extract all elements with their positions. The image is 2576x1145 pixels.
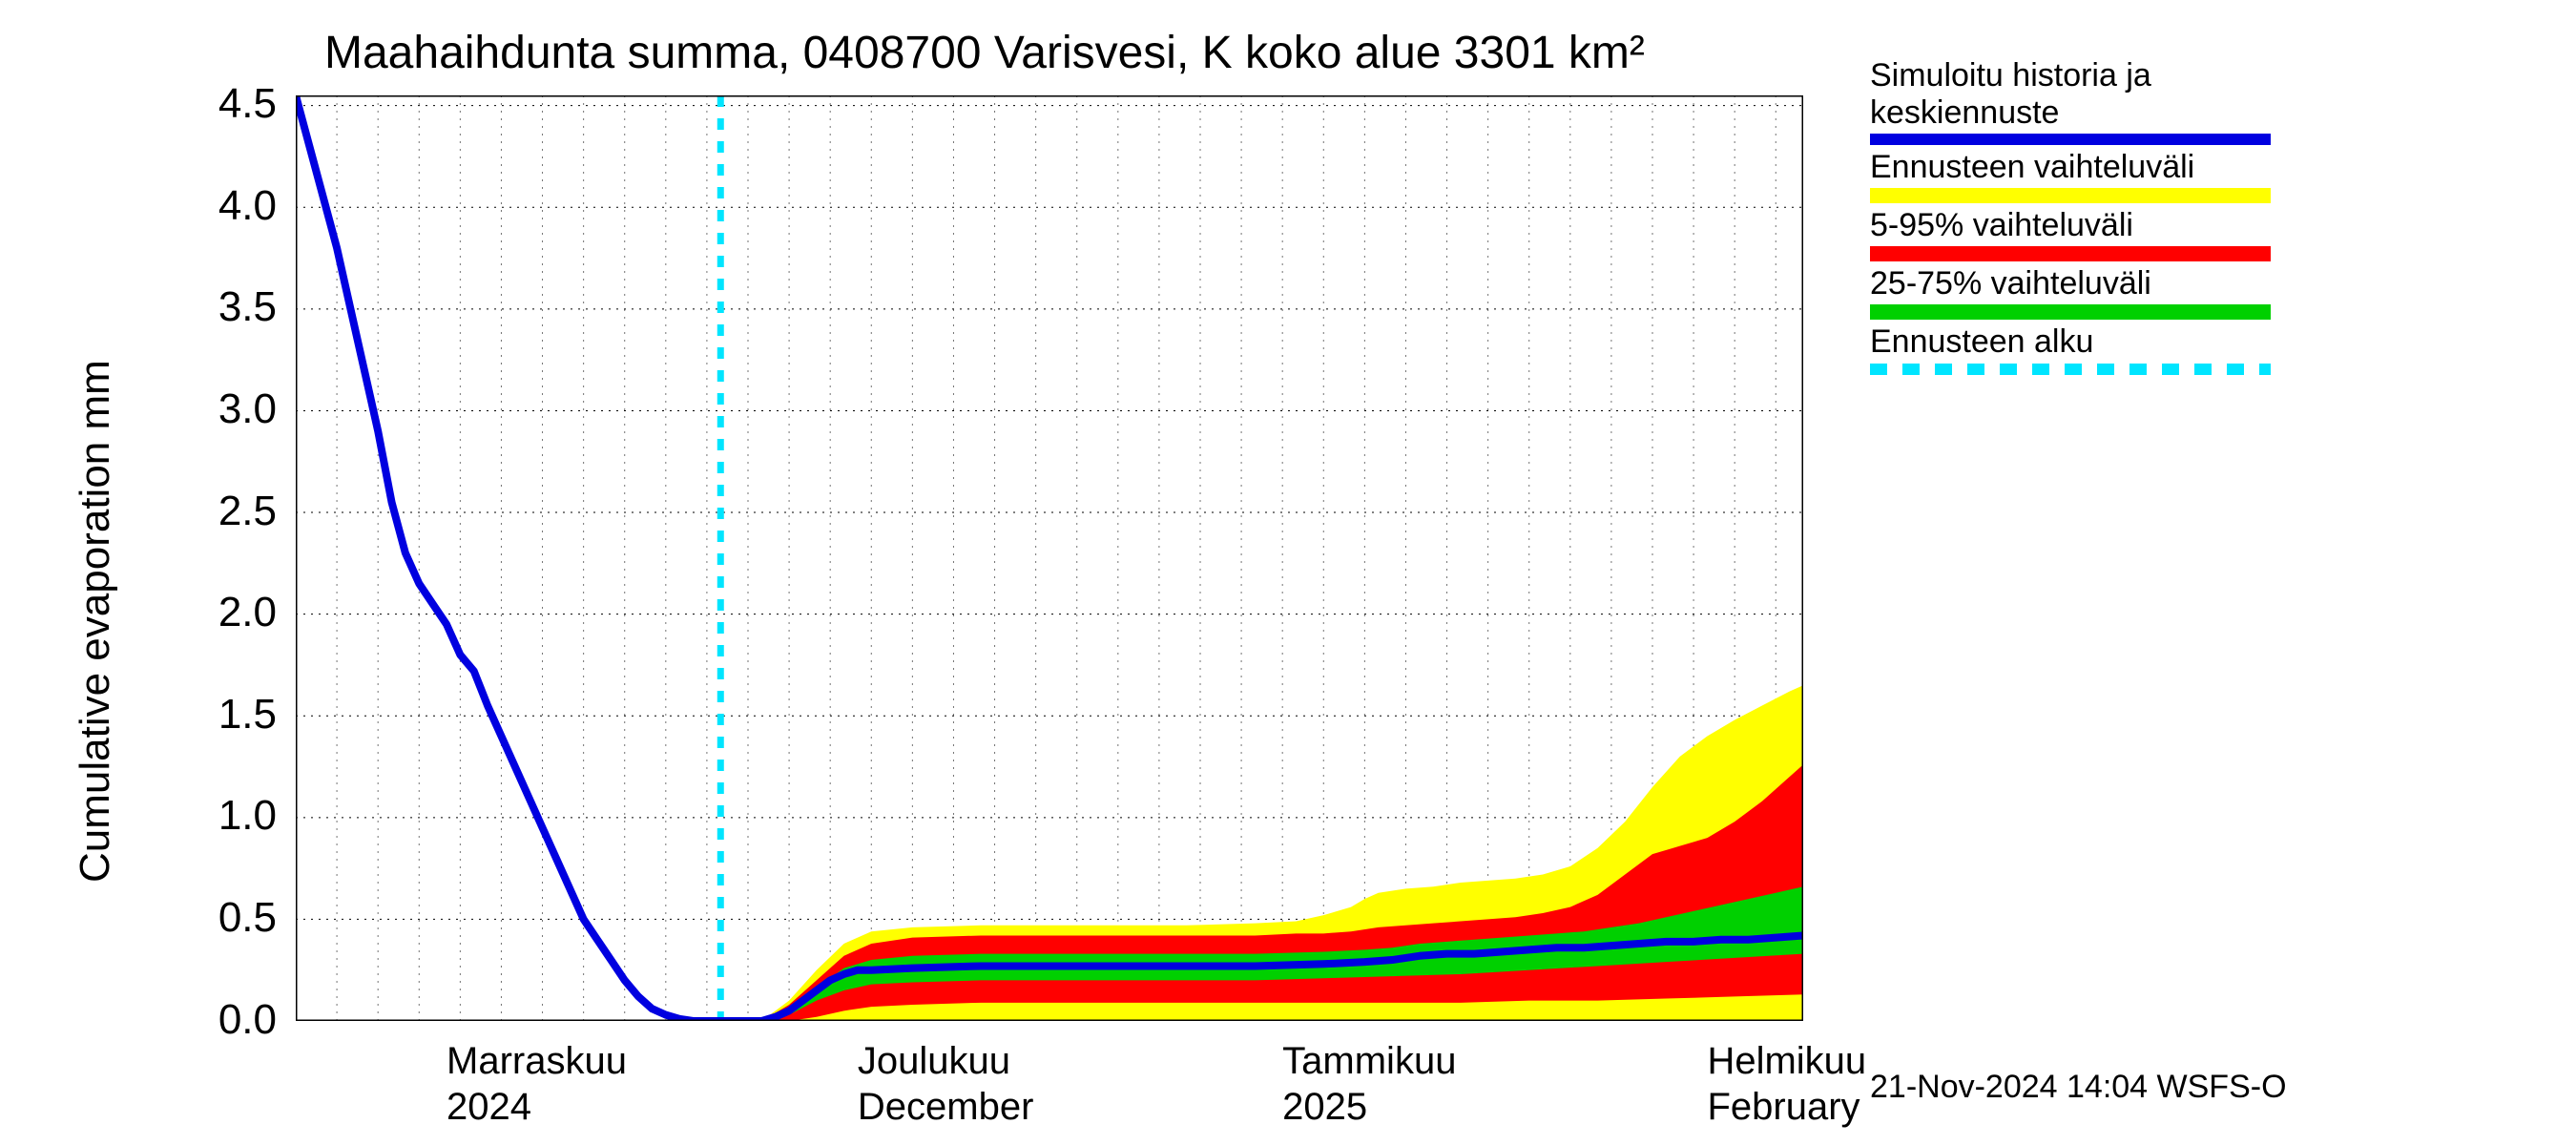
plot-area (296, 95, 1803, 1021)
legend-swatch (1870, 188, 2271, 203)
chart-title: Maahaihdunta summa, 0408700 Varisvesi, K… (324, 27, 1645, 79)
y-tick-label: 3.5 (181, 283, 277, 331)
legend-swatch (1870, 364, 2271, 375)
y-tick-label: 3.0 (181, 385, 277, 433)
footer-timestamp: 21-Nov-2024 14:04 WSFS-O (1870, 1069, 2287, 1106)
x-tick-label: JoulukuuDecember (858, 1038, 1034, 1130)
x-tick-label: HelmikuuFebruary (1707, 1038, 1866, 1130)
legend-swatch (1870, 246, 2271, 261)
y-axis-label: Cumulative evaporation mm (72, 360, 119, 883)
chart-container: Maahaihdunta summa, 0408700 Varisvesi, K… (0, 0, 2576, 1145)
legend-label: Ennusteen alku (1870, 323, 2271, 361)
x-tick-label: Marraskuu2024 (447, 1038, 627, 1130)
legend: Simuloitu historia jakeskiennuste Ennuste… (1870, 57, 2271, 379)
legend-item: Ennusteen vaihteluväli (1870, 149, 2271, 203)
y-tick-label: 2.5 (181, 488, 277, 535)
y-tick-label: 0.0 (181, 996, 277, 1044)
legend-label: keskiennuste (1870, 94, 2271, 132)
plot-svg (296, 95, 1803, 1021)
y-tick-label: 4.5 (181, 80, 277, 128)
legend-label: 5-95% vaihteluväli (1870, 207, 2271, 244)
y-tick-label: 4.0 (181, 182, 277, 230)
legend-item: Ennusteen alku (1870, 323, 2271, 374)
legend-item: Simuloitu historia jakeskiennuste (1870, 57, 2271, 145)
legend-label: Simuloitu historia ja (1870, 57, 2271, 94)
legend-swatch (1870, 304, 2271, 320)
legend-label: 25-75% vaihteluväli (1870, 265, 2271, 302)
legend-item: 5-95% vaihteluväli (1870, 207, 2271, 261)
legend-item: 25-75% vaihteluväli (1870, 265, 2271, 320)
x-tick-label: Tammikuu2025 (1282, 1038, 1456, 1130)
y-tick-label: 0.5 (181, 894, 277, 942)
legend-swatch (1870, 134, 2271, 145)
y-tick-label: 1.5 (181, 691, 277, 739)
y-tick-label: 1.0 (181, 792, 277, 840)
y-tick-label: 2.0 (181, 589, 277, 636)
legend-label: Ennusteen vaihteluväli (1870, 149, 2271, 186)
